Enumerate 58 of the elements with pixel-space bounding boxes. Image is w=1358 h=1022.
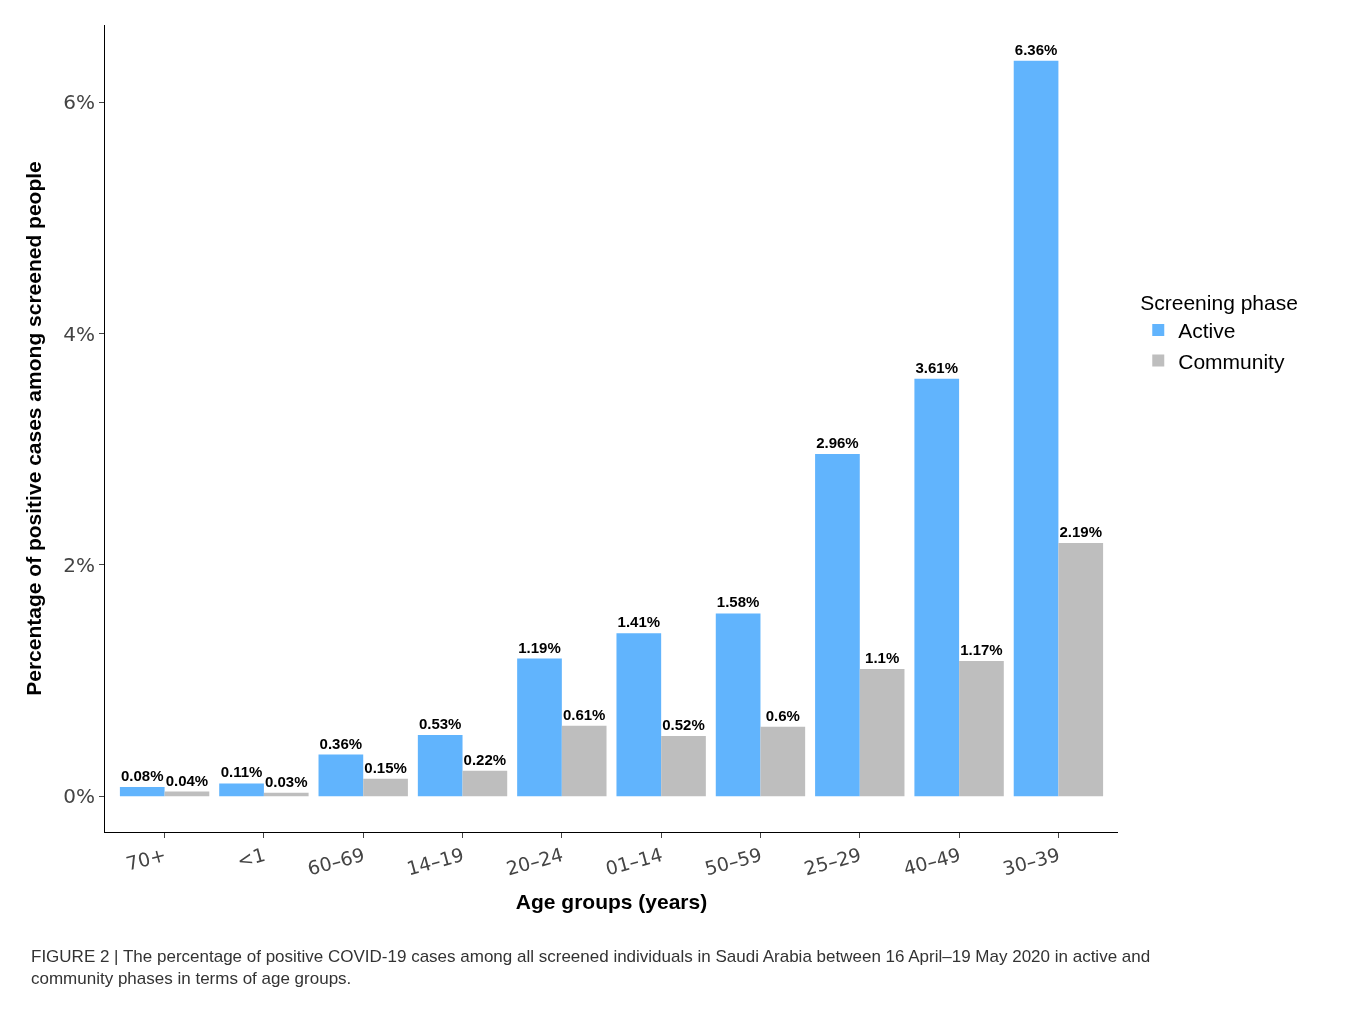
bar (1058, 542, 1104, 797)
bar (462, 770, 508, 797)
data-label: 0.11% (220, 763, 263, 781)
bar (1013, 60, 1059, 797)
data-label: 0.15% (364, 758, 407, 776)
bar (119, 786, 165, 797)
bar (517, 658, 562, 797)
x-tick-label: 70+ (123, 843, 169, 875)
bar (959, 660, 1004, 797)
data-label: 3.61% (915, 358, 959, 376)
y-tick-label: 6% (63, 90, 95, 115)
data-label: 0.6% (765, 706, 800, 724)
x-tick-label: <1 (234, 843, 268, 872)
data-label: 0.52% (662, 716, 705, 734)
bar (661, 736, 706, 797)
data-label: 1.41% (617, 613, 661, 631)
x-tick-label: 14–19 (404, 843, 467, 880)
data-label: 0.08% (120, 766, 164, 784)
legend-label: Community (1178, 349, 1285, 373)
bar (914, 378, 960, 797)
x-axis-title: Age groups (years) (515, 889, 708, 913)
x-tick-label: 20–24 (503, 843, 566, 880)
x-tick-label: 40–49 (901, 843, 963, 880)
caption: FIGURE 2 | The percentage of positive COVID-19 cases among all screened individuals in Saudi Arabia between 16 April–19 May 2020 in active and community phases in terms of age groups. (31, 947, 1151, 989)
y-tick-label: 2% (63, 552, 95, 577)
x-tick-label: 01–14 (603, 843, 665, 880)
data-label: 6.36% (1014, 40, 1058, 58)
x-tick-label: 60–69 (305, 843, 367, 880)
bar (219, 783, 264, 797)
bar (859, 668, 905, 797)
data-label: 0.22% (463, 750, 507, 768)
data-label: 0.53% (418, 714, 462, 732)
bar (363, 778, 408, 797)
bar (616, 633, 662, 797)
x-tick-label: 50–59 (702, 843, 764, 880)
y-tick-label: 0% (63, 784, 95, 809)
bar (815, 453, 860, 797)
x-tick-label: 25–29 (801, 843, 864, 880)
legend-label: Active (1178, 319, 1236, 343)
data-label: 1.19% (518, 638, 561, 656)
data-label: 2.19% (1059, 522, 1103, 540)
legend-title: Screening phase (1140, 290, 1298, 314)
y-axis-title: Percentage of positive cases among screened people (22, 161, 46, 696)
data-label: 2.96% (816, 433, 859, 451)
data-label: 0.36% (319, 734, 363, 752)
data-label: 1.58% (716, 593, 760, 611)
y-tick-label: 4% (63, 321, 95, 346)
data-label: 0.61% (562, 705, 606, 723)
x-tick-label: 30–39 (1000, 843, 1062, 880)
data-label: 0.04% (165, 771, 209, 789)
bar (417, 734, 463, 797)
data-label: 1.17% (960, 640, 1003, 658)
bar (715, 613, 761, 797)
bar (318, 754, 364, 797)
bar (561, 725, 607, 797)
bar (760, 726, 806, 797)
data-label: 0.03% (264, 772, 308, 790)
data-label: 1.1% (865, 648, 900, 666)
